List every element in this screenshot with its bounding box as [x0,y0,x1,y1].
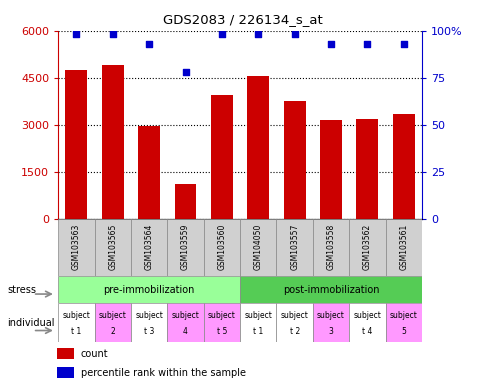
Text: GSM103560: GSM103560 [217,223,226,270]
FancyBboxPatch shape [203,219,240,276]
FancyBboxPatch shape [240,219,276,276]
Text: subject: subject [208,311,235,320]
Bar [319,120,341,219]
Text: t 4: t 4 [362,327,372,336]
Bar [57,348,74,359]
Point [290,31,298,38]
Text: subject: subject [171,311,199,320]
Point [399,41,407,47]
Point [72,31,80,38]
Bar [138,126,160,219]
FancyBboxPatch shape [167,219,203,276]
FancyBboxPatch shape [385,219,421,276]
Text: GSM103559: GSM103559 [181,223,190,270]
Bar [102,65,123,219]
Bar [392,114,414,219]
Text: GSM103563: GSM103563 [72,223,81,270]
Text: GSM104050: GSM104050 [253,223,262,270]
Point [217,31,225,38]
Text: t 1: t 1 [71,327,81,336]
Text: subject: subject [353,311,380,320]
FancyBboxPatch shape [276,219,312,276]
Text: subject: subject [135,311,163,320]
Text: 3: 3 [328,327,333,336]
Text: subject: subject [389,311,417,320]
Text: t 3: t 3 [144,327,154,336]
FancyBboxPatch shape [131,219,167,276]
Text: subject: subject [280,311,308,320]
FancyBboxPatch shape [240,276,421,303]
Text: GSM103557: GSM103557 [289,223,299,270]
Text: GSM103564: GSM103564 [144,223,153,270]
Bar [247,76,269,219]
Text: subject: subject [244,311,272,320]
Text: post-immobilization: post-immobilization [282,285,378,295]
FancyBboxPatch shape [58,303,94,342]
Text: t 1: t 1 [253,327,263,336]
Text: GSM103565: GSM103565 [108,223,117,270]
Text: 5: 5 [400,327,406,336]
FancyBboxPatch shape [385,303,421,342]
FancyBboxPatch shape [203,303,240,342]
Point [181,69,189,75]
Text: pre-immobilization: pre-immobilization [103,285,195,295]
Point [108,31,116,38]
FancyBboxPatch shape [58,219,94,276]
FancyBboxPatch shape [312,303,348,342]
Text: subject: subject [62,311,90,320]
FancyBboxPatch shape [167,303,203,342]
Text: GSM103561: GSM103561 [398,223,408,270]
Point [363,41,370,47]
Bar [356,119,378,219]
Text: 4: 4 [182,327,188,336]
Text: count: count [80,349,108,359]
Bar [57,367,74,378]
FancyBboxPatch shape [131,303,167,342]
Point [145,41,152,47]
Text: GSM103558: GSM103558 [326,223,335,270]
Text: stress: stress [7,285,36,295]
FancyBboxPatch shape [348,303,385,342]
Text: individual: individual [7,318,55,328]
Text: subject: subject [317,311,344,320]
Text: 2: 2 [110,327,115,336]
Text: t 2: t 2 [289,327,299,336]
FancyBboxPatch shape [312,219,348,276]
Point [326,41,334,47]
Text: GSM103562: GSM103562 [362,223,371,270]
Text: t 5: t 5 [216,327,227,336]
FancyBboxPatch shape [58,276,240,303]
FancyBboxPatch shape [94,219,131,276]
FancyBboxPatch shape [94,303,131,342]
Bar [283,101,305,219]
Point [254,31,261,38]
Bar [211,95,232,219]
Text: GDS2083 / 226134_s_at: GDS2083 / 226134_s_at [162,13,322,26]
FancyBboxPatch shape [240,303,276,342]
Bar [174,184,196,219]
FancyBboxPatch shape [348,219,385,276]
Text: subject: subject [99,311,126,320]
Bar [65,70,87,219]
Text: percentile rank within the sample: percentile rank within the sample [80,367,245,377]
FancyBboxPatch shape [276,303,312,342]
